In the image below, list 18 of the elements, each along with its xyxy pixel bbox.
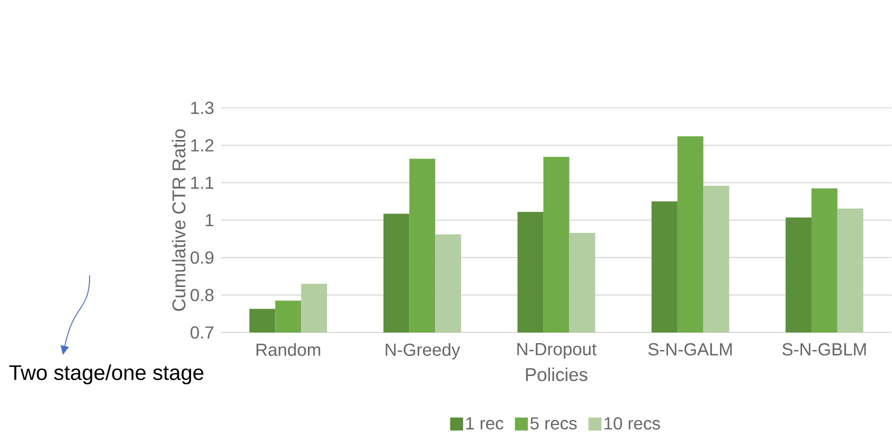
text: Two stage/one stage [9,364,204,385]
legend-label: 5 recs [530,418,577,430]
x-tick-label: S-N-GALM [648,343,732,356]
y-tick-label: 1 [206,214,214,226]
y-tick-label: 0.9 [190,252,214,264]
y-axis-title: Cumulative CTR Ratio [172,130,186,312]
x-tick-label: N-Greedy [386,343,460,360]
x-axis-title: Policies [526,368,588,382]
y-tick-label: 0.7 [190,326,214,339]
legend-label: 10 recs [604,417,660,430]
y-tick-label: 1.3 [191,102,214,114]
y-tick-label: 0.8 [190,289,214,302]
legend-label: 1 rec [466,418,504,430]
y-tick-label: 1.1 [191,176,214,189]
x-tick-label: S-N-GBLM [782,343,866,356]
y-tick-label: 1.2 [191,139,214,152]
x-tick-label: N-Dropout [517,343,597,360]
x-tick-label: Random [256,343,320,356]
